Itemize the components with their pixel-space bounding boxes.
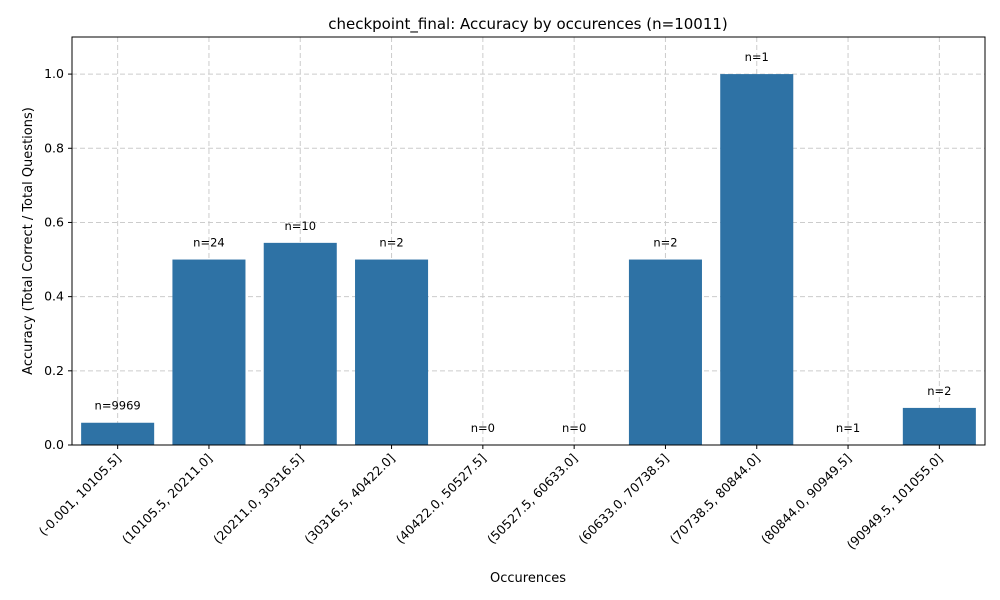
bar-count-label: n=0: [471, 421, 495, 435]
x-tick-label: (-0.001, 10105.5]: [36, 451, 124, 539]
x-tick-label: (30316.5, 40422.0]: [301, 451, 397, 547]
y-tick-label: 0.0: [44, 437, 64, 452]
bar-count-label: n=24: [193, 236, 225, 250]
bar: [172, 259, 246, 445]
bar-count-label: n=2: [653, 236, 677, 250]
bar-count-labels: n=9969 n=24 n=10 n=2 n=0 n=0 n=2 n=1 n=1 n=2: [95, 50, 952, 435]
bar: [720, 74, 794, 445]
x-tick-label: (20211.0, 30316.5]: [210, 451, 306, 547]
bar: [902, 407, 976, 445]
x-axis-ticks: (-0.001, 10105.5](10105.5, 20211.0](2021…: [36, 445, 946, 553]
x-axis-label: Occurences: [490, 571, 566, 586]
x-tick-label: (80844.0, 90949.5]: [758, 451, 854, 547]
y-tick-label: 1.0: [44, 66, 64, 81]
plot-frame: [71, 36, 986, 446]
x-tick-label: (60633.0, 70738.5]: [575, 451, 671, 547]
bar-count-label: n=9969: [95, 399, 141, 413]
x-tick-label: (10105.5, 20211.0]: [119, 451, 215, 547]
x-tick-label: (70738.5, 80844.0]: [667, 451, 763, 547]
x-tick-label: (50527.5, 60633.0]: [484, 451, 580, 547]
bar: [628, 259, 702, 445]
bar-count-label: n=2: [927, 384, 951, 398]
y-tick-label: 0.4: [44, 289, 64, 304]
chart-title: checkpoint_final: Accuracy by occurences…: [328, 15, 728, 34]
bar: [263, 242, 337, 445]
bar-count-label: n=10: [284, 219, 316, 233]
bar: [81, 422, 155, 445]
y-tick-label: 0.6: [44, 214, 64, 229]
bar-count-label: n=1: [745, 50, 769, 64]
x-tick-label: (90949.5, 101055.0]: [844, 451, 946, 553]
bar-count-label: n=0: [562, 421, 586, 435]
bar: [355, 259, 429, 445]
x-tick-label: (40422.0, 50527.5]: [393, 451, 489, 547]
y-axis-ticks: 0.0 0.2 0.4 0.6 0.8 1.0: [44, 66, 72, 452]
y-tick-label: 0.8: [44, 140, 64, 155]
y-tick-label: 0.2: [44, 363, 64, 378]
y-axis-label: Accuracy (Total Correct / Total Question…: [21, 107, 36, 375]
bars: [81, 74, 976, 445]
bar-count-label: n=1: [836, 421, 860, 435]
bar-count-label: n=2: [379, 236, 403, 250]
